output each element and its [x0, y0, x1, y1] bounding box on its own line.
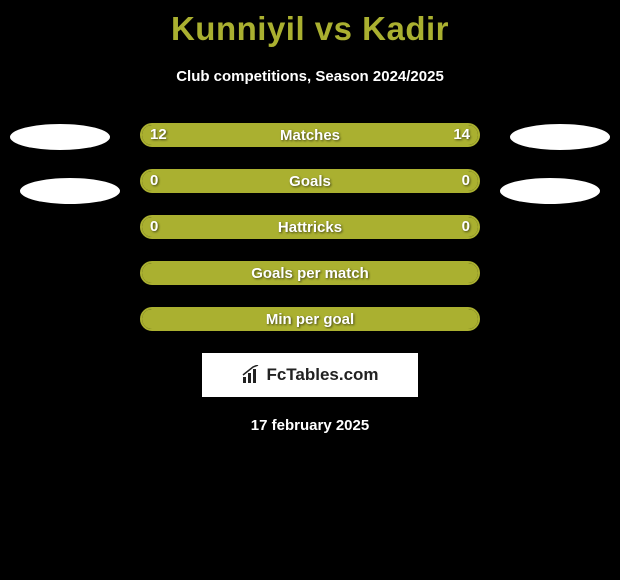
- player-photo-placeholder: [500, 178, 600, 204]
- stat-value-left: 12: [150, 126, 167, 143]
- player-photo-placeholder: [10, 124, 110, 150]
- stat-label: Matches: [280, 127, 340, 144]
- stat-value-left: 0: [150, 172, 158, 189]
- stat-label: Goals: [289, 173, 331, 190]
- bar-fill-left: [142, 171, 310, 191]
- stat-bar: Hattricks: [140, 215, 480, 239]
- stat-rows: Matches 12 14 Goals 0 0 Hattricks 0 0 Goals per m…: [0, 123, 620, 333]
- stat-value-right: 0: [462, 218, 470, 235]
- logo-text: FcTables.com: [266, 365, 378, 385]
- page-title: Kunniyil vs Kadir: [0, 0, 620, 48]
- stat-bar: Min per goal: [140, 307, 480, 331]
- stat-row: Hattricks 0 0: [0, 215, 620, 241]
- stat-label: Hattricks: [278, 219, 342, 236]
- stat-value-right: 14: [453, 126, 470, 143]
- stat-value-right: 0: [462, 172, 470, 189]
- stat-label: Goals per match: [251, 265, 369, 282]
- player-photo-placeholder: [510, 124, 610, 150]
- logo-box: FcTables.com: [202, 353, 418, 397]
- stat-value-left: 0: [150, 218, 158, 235]
- stat-row: Goals per match: [0, 261, 620, 287]
- date-text: 17 february 2025: [0, 417, 620, 434]
- chart-icon: [241, 365, 261, 385]
- infographic-container: Kunniyil vs Kadir Club competitions, Sea…: [0, 0, 620, 580]
- player-photo-placeholder: [20, 178, 120, 204]
- subtitle: Club competitions, Season 2024/2025: [0, 68, 620, 85]
- bar-fill-right: [310, 171, 478, 191]
- stat-bar: Goals: [140, 169, 480, 193]
- stat-bar: Goals per match: [140, 261, 480, 285]
- stat-bar: Matches: [140, 123, 480, 147]
- stat-row: Min per goal: [0, 307, 620, 333]
- stat-label: Min per goal: [266, 311, 354, 328]
